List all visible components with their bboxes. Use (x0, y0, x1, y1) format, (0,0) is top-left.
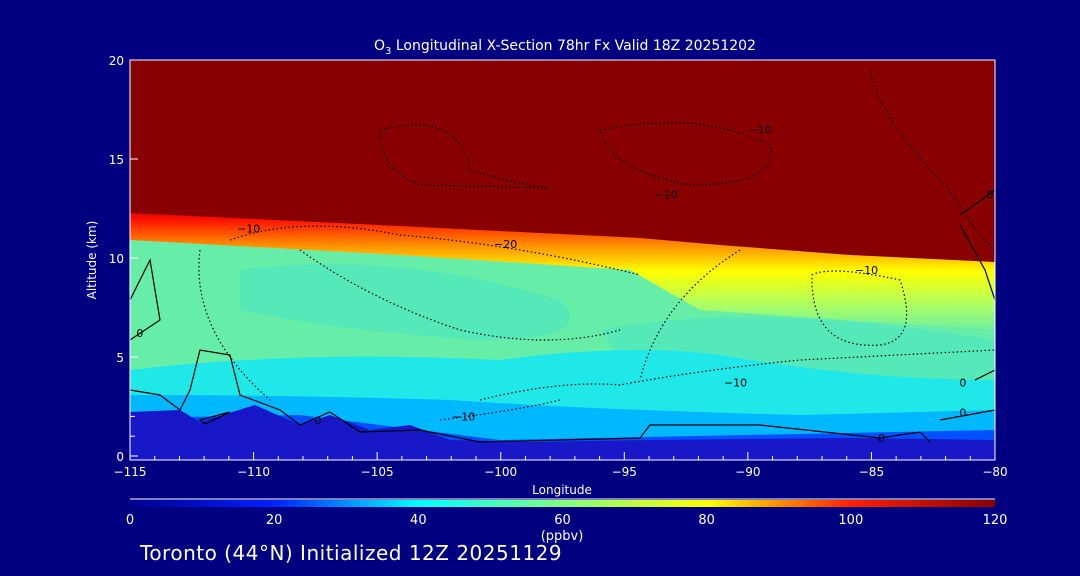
y-tick-label: 10 (109, 252, 124, 266)
contour-label: −10 (855, 264, 878, 277)
contour-label: −10 (749, 123, 772, 136)
contour-label: 0 (136, 327, 143, 340)
field-top-darkred (130, 60, 995, 262)
contour-label: −10 (655, 189, 678, 202)
colorbar-tick-label: 120 (983, 513, 1008, 528)
x-tick-label: −85 (859, 465, 884, 479)
contour-solid (130, 189, 995, 443)
colorbar-tick-label: 80 (698, 513, 715, 528)
chart-title: O3 Longitudinal X-Section 78hr Fx Valid … (374, 38, 756, 57)
contour-label: 0 (987, 189, 994, 202)
contour-dotted (198, 69, 995, 421)
contour-label: 0 (959, 406, 966, 419)
contour-label: −20 (494, 238, 517, 251)
colorbar-tick-label: 40 (410, 513, 427, 528)
y-tick-label: 5 (116, 351, 124, 365)
contour-label: −10 (724, 377, 747, 390)
contour-label: 0 (878, 432, 885, 445)
field-band-yellow (130, 200, 995, 330)
x-tick-label: −115 (114, 465, 147, 479)
x-tick-label: −95 (612, 465, 637, 479)
contour-label: 0 (959, 377, 966, 390)
field-region-teal (240, 264, 570, 340)
colorbar-tick-label: 100 (838, 513, 863, 528)
footer-text: Toronto (44°N) Initialized 12Z 20251129 (140, 541, 563, 565)
plot-frame (129, 59, 996, 461)
y-tick-label: 15 (109, 153, 124, 167)
x-tick-label: −105 (361, 465, 394, 479)
colorbar (130, 500, 995, 507)
field-region-darkblue (130, 405, 995, 460)
colorbar-ticks: 0 20 40 60 80 100 120 (126, 513, 1008, 528)
x-tick-label: −90 (735, 465, 760, 479)
y-tick-label: 20 (109, 54, 124, 68)
contour-label: −10 (237, 222, 260, 235)
x-tick-label: −110 (237, 465, 270, 479)
contour-label: −10 (452, 410, 475, 423)
field: −10 −10 −10 −20 −10 −10 −10 0 0 0 0 0 0 (130, 60, 995, 460)
x-tick-label: −100 (484, 465, 517, 479)
contour-label: 0 (314, 414, 321, 427)
x-tick-label: −80 (982, 465, 1007, 479)
y-tick-label: 0 (116, 450, 124, 464)
colorbar-tick-label: 0 (126, 513, 134, 528)
contour-labels: −10 −10 −10 −20 −10 −10 −10 0 0 0 0 0 0 (136, 123, 993, 445)
y-axis-label: Altitude (km) (85, 221, 99, 300)
colorbar-tick-label: 60 (554, 513, 571, 528)
colorbar-unit-label: (ppbv) (541, 529, 584, 544)
x-axis-label: Longitude (532, 483, 592, 497)
contour-lines (130, 69, 995, 443)
colorbar-tick-label: 20 (266, 513, 283, 528)
